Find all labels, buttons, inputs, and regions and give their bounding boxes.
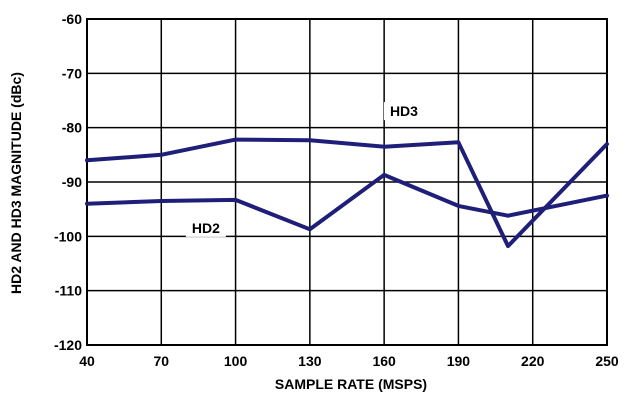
annotation-bg-hd2 [185,218,226,237]
x-tick-label-160: 160 [372,353,396,369]
y-tick-labels: -60 -70 -80 -90 -100 -110 -120 [54,11,82,353]
x-tick-label-190: 190 [447,353,471,369]
x-axis-title: SAMPLE RATE (MSPS) [275,376,427,392]
x-tick-label-40: 40 [79,353,95,369]
y-axis-title: HD2 AND HD3 MAGNITUDE (dBc) [8,72,24,294]
y-tick-label--120: -120 [54,337,82,353]
y-tick-label--70: -70 [62,65,82,81]
y-tick-label--90: -90 [62,174,82,190]
y-tick-label--60: -60 [62,11,82,27]
series-layer [85,137,609,249]
annotation-hd3: HD3 [390,103,418,119]
series-line-hd2 [85,172,609,232]
x-tick-label-250: 250 [595,353,619,369]
y-tick-label--100: -100 [54,228,82,244]
annotation-hd2: HD2 [192,220,220,236]
x-tick-labels: 40 70 100 130 160 190 220 250 [79,353,619,369]
y-tick-label--80: -80 [62,120,82,136]
y-tick-label--110: -110 [55,283,82,299]
x-tick-label-70: 70 [153,353,169,369]
x-tick-label-220: 220 [521,353,545,369]
x-tick-label-100: 100 [224,353,248,369]
grid [86,18,608,346]
annotation-bg-hd3 [383,102,424,121]
annotations: HD3 HD2 [185,102,424,237]
x-tick-label-130: 130 [298,353,322,369]
series-line-hd3 [85,137,609,249]
